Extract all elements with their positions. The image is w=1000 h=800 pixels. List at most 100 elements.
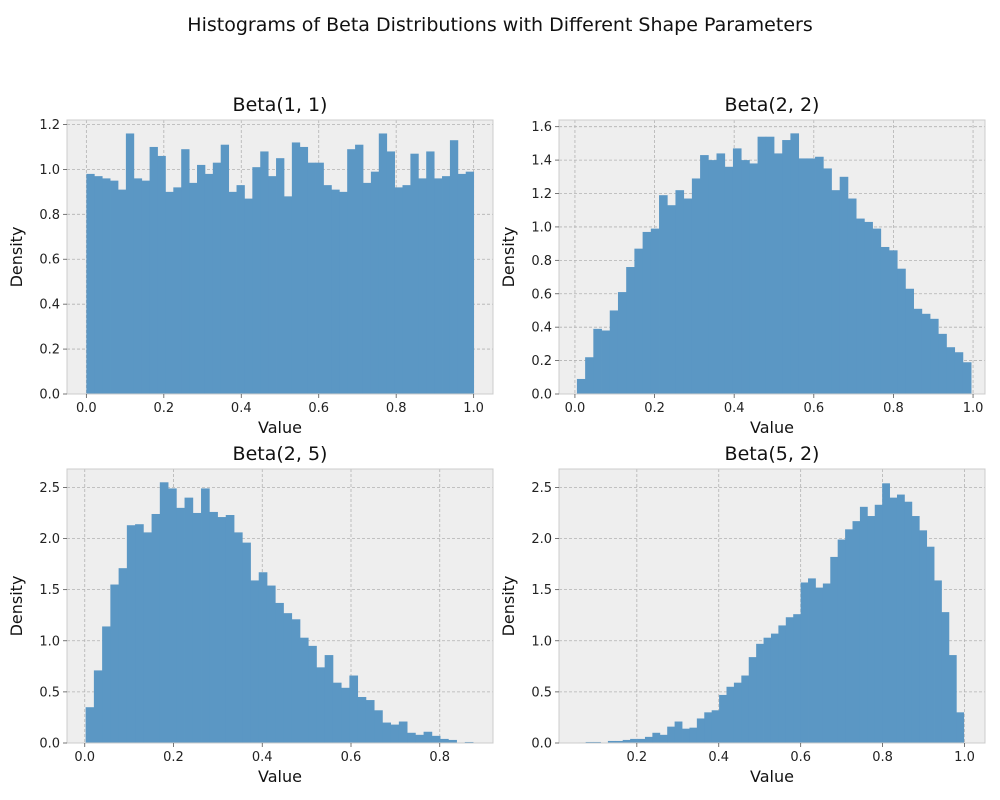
histogram-bar	[601, 330, 611, 394]
histogram-bar	[236, 185, 245, 394]
histogram-bar	[919, 530, 928, 743]
histogram-bar	[141, 180, 150, 394]
histogram-bar	[724, 166, 734, 394]
x-tick-label: 0.4	[231, 401, 252, 416]
histogram-bar	[168, 488, 177, 743]
histogram-bar	[291, 142, 301, 394]
histogram-bar	[921, 313, 931, 394]
histogram-bar	[659, 195, 668, 394]
histogram-bar	[913, 308, 923, 394]
x-tick-label: 0.2	[153, 401, 174, 416]
histogram-bar	[798, 158, 808, 394]
histogram-bar	[719, 694, 727, 743]
histogram-bar	[956, 712, 965, 743]
histogram-bar	[837, 539, 846, 743]
histogram-bar	[856, 218, 865, 394]
histogram-bar	[228, 191, 237, 394]
histogram-bar	[252, 167, 261, 394]
histogram-bar	[689, 727, 698, 743]
y-tick-label: 1.0	[39, 163, 60, 178]
y-tick-label: 0.5	[531, 685, 552, 700]
histogram-bar	[117, 189, 127, 394]
histogram-bar	[609, 310, 619, 394]
histogram-bar	[941, 612, 950, 743]
x-tick-label: 0.4	[252, 750, 273, 765]
y-tick-label: 0.4	[531, 321, 552, 336]
histogram-bar	[299, 637, 309, 743]
histogram-bar	[793, 614, 802, 743]
histogram-bar	[402, 185, 411, 394]
histogram-bar	[839, 176, 849, 394]
histogram-bar	[332, 682, 342, 743]
histogram-bar	[634, 248, 644, 394]
x-tick-label: 1.0	[954, 750, 975, 765]
histogram-bar	[204, 173, 214, 394]
histogram-bar	[355, 144, 364, 394]
histogram-bar	[617, 292, 627, 394]
histogram-bar	[880, 246, 890, 394]
x-tick-label: 0.6	[790, 750, 811, 765]
histogram-bar	[667, 726, 676, 743]
histogram-bar	[394, 187, 403, 394]
histogram-bar	[157, 155, 166, 394]
histogram-bar	[644, 736, 653, 743]
y-tick-label: 0.0	[531, 388, 552, 403]
y-axis-label: Density	[499, 227, 518, 288]
histogram-bar	[859, 506, 868, 743]
histogram-bar	[192, 512, 202, 743]
histogram-bar	[316, 667, 326, 743]
histogram-bar	[323, 185, 332, 394]
histogram-bar	[85, 707, 95, 743]
y-tick-label: 1.2	[531, 187, 552, 202]
histogram-bar	[349, 675, 359, 743]
histogram-bar	[593, 741, 601, 743]
histogram-bar	[696, 718, 705, 743]
panel-title: Beta(2, 5)	[233, 443, 328, 465]
histogram-bar	[674, 721, 683, 743]
y-tick-label: 1.0	[531, 220, 552, 235]
histogram-bar	[365, 700, 375, 743]
histogram-bar	[283, 196, 293, 394]
histogram-bar	[615, 740, 624, 743]
histogram-bar	[726, 686, 735, 743]
histogram-bar	[822, 583, 831, 743]
histogram-bar	[362, 182, 372, 394]
y-tick-label: 0.0	[531, 737, 552, 752]
histogram-bar	[897, 268, 906, 394]
histogram-bar	[220, 144, 230, 394]
histogram-bar	[440, 738, 449, 743]
y-tick-label: 0.5	[39, 685, 60, 700]
histogram-bar	[291, 619, 301, 743]
histogram-bar	[201, 488, 210, 743]
y-tick-label: 2.0	[39, 532, 60, 547]
histogram-bar	[806, 158, 816, 394]
histogram-bar	[283, 613, 293, 743]
histogram-bar	[268, 176, 277, 394]
histogram-bar	[102, 178, 111, 394]
y-tick-label: 0.2	[531, 354, 552, 369]
histogram-bar	[785, 617, 794, 743]
x-tick-label: 0.4	[708, 750, 729, 765]
histogram-bar	[630, 738, 638, 743]
x-tick-label: 0.8	[872, 750, 893, 765]
histogram-bar	[934, 580, 942, 743]
histogram-bar	[748, 657, 757, 743]
histogram-bar	[135, 524, 144, 743]
histogram-bar	[749, 163, 758, 394]
histogram-bar	[173, 187, 182, 394]
plot-frame	[66, 468, 494, 744]
histogram-bar	[94, 176, 103, 394]
y-tick-label: 0.4	[39, 298, 60, 313]
histogram-bar	[691, 178, 701, 394]
histogram-bar	[889, 497, 898, 743]
histogram-bar	[357, 696, 367, 743]
histogram-bar	[845, 529, 853, 743]
histogram-bar	[315, 162, 324, 394]
histogram-bar	[347, 149, 356, 394]
panel-title: Beta(5, 2)	[725, 443, 820, 465]
histogram-bar	[415, 734, 424, 743]
x-tick-label: 0.4	[724, 401, 745, 416]
histogram-bar	[339, 191, 348, 394]
histogram-bar	[423, 731, 433, 743]
